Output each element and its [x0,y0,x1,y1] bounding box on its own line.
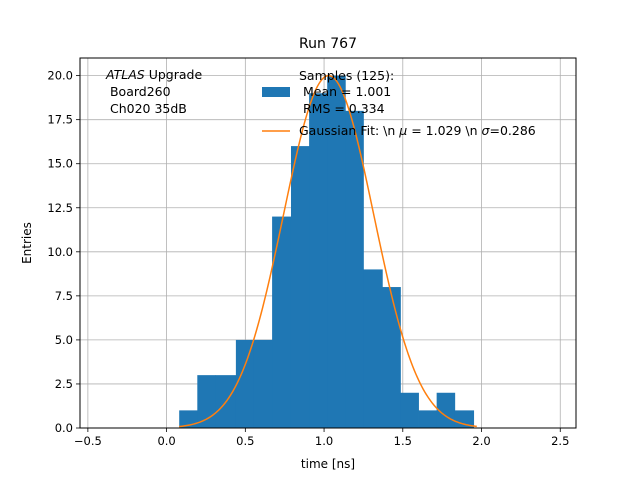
annotation-line-3: Ch020 35dB [106,101,187,116]
annotation-atlas: ATLAS [105,67,145,82]
legend-fit-end: =0.286 [489,123,535,138]
y-tick-label: 10.0 [47,245,73,259]
y-axis-label: Entries [20,222,34,264]
histogram-bar [253,339,273,428]
histogram-bar [400,392,419,428]
plot-frame [79,57,577,429]
chart-title: Run 767 [299,36,357,52]
annotation-line-1: ATLAS Upgrade [105,67,202,82]
legend-fit-mid: = 1.029 \n [407,123,481,138]
legend-histogram-line-1: Samples (125): [299,68,394,83]
histogram-bar [272,216,292,428]
y-tick-label: 5.0 [55,333,73,347]
x-tick-label: 2.5 [551,434,569,448]
x-tick-label: 1.0 [315,434,333,448]
x-tick-label: 1.5 [394,434,412,448]
y-tick-label: 2.5 [55,377,73,391]
legend-swatch-histogram [262,87,290,97]
histogram-bar [327,75,346,428]
legend-fit: Gaussian Fit: \n μ = 1.029 \n σ=0.286 [299,123,536,138]
y-tick-label: 17.5 [47,113,73,127]
histogram-bar [309,93,328,428]
histogram-bar [382,287,401,428]
histogram-bar [235,339,255,428]
x-axis-ticks: −0.5 0.0 0.5 1.0 1.5 2.0 2.5 [74,428,569,448]
y-tick-label: 20.0 [47,69,73,83]
legend-fit-sigma: σ [482,123,491,138]
x-tick-label: 0.0 [157,434,175,448]
legend-fit-mu: μ [398,123,407,138]
y-axis-ticks: 0.0 2.5 5.0 7.5 10.0 12.5 15.0 17.5 20.0 [47,69,80,435]
x-axis-label: time [ns] [301,457,355,471]
histogram-bar [418,410,438,428]
y-tick-label: 12.5 [47,201,73,215]
histogram-bar [345,110,364,428]
histogram-bars [179,75,475,428]
histogram-bar [363,269,383,428]
legend-histogram-line-3: RMS = 0.334 [299,101,385,116]
annotation-upgrade: Upgrade [145,67,203,82]
histogram-bar [197,375,216,428]
y-tick-label: 0.0 [55,421,73,435]
gaussian-fit-curve [179,74,477,428]
y-tick-label: 15.0 [47,157,73,171]
legend-histogram-line-2: Mean = 1.001 [299,84,391,99]
y-tick-label: 7.5 [55,289,73,303]
legend-fit-prefix: Gaussian Fit: \n [299,123,399,138]
x-tick-label: 0.5 [236,434,254,448]
x-tick-label: −0.5 [74,434,102,448]
x-tick-label: 2.0 [472,434,490,448]
histogram-bar [290,146,310,428]
legend: Samples (125): Mean = 1.001 RMS = 0.334 … [262,68,536,138]
atlas-annotation: ATLAS Upgrade Board260 Ch020 35dB [105,67,202,116]
annotation-line-2: Board260 [106,84,171,99]
